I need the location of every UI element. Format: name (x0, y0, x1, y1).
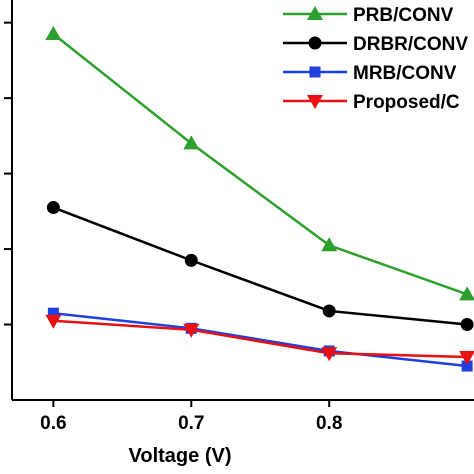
series-line-proposed (53, 319, 468, 359)
x-tick-label: 0.8 (316, 413, 342, 434)
legend-item-proposed: Proposed/C (283, 92, 460, 113)
data-point-drbr (322, 304, 336, 318)
legend-label-proposed: Proposed/C (353, 92, 460, 113)
legend-label-drbr: DRBR/CONV (353, 34, 468, 55)
series-line-mrb (53, 311, 468, 368)
legend-marker-prb (307, 6, 323, 20)
data-point-drbr (46, 201, 60, 215)
legend-item-drbr: DRBR/CONV (283, 34, 468, 55)
series-mrb (47, 307, 473, 372)
series-prb (45, 25, 474, 301)
legend: PRB/CONV DRBR/CONV MRB/CONV Proposed/C (283, 5, 468, 113)
data-point-mrb (461, 360, 473, 372)
series-proposed (45, 314, 474, 365)
legend-item-mrb: MRB/CONV (283, 63, 457, 84)
series-layer (45, 25, 474, 372)
legend-label-prb: PRB/CONV (353, 5, 454, 26)
legend-item-prb: PRB/CONV (283, 5, 454, 26)
legend-marker-drbr (308, 36, 322, 50)
legend-marker-mrb (309, 66, 321, 78)
data-point-prb (321, 237, 338, 252)
data-point-proposed (45, 314, 62, 329)
data-point-mrb (47, 307, 59, 319)
x-axis-title: Voltage (V) (129, 445, 232, 467)
x-tick-label: 0.7 (178, 413, 204, 434)
data-point-drbr (184, 253, 198, 267)
data-point-prb (459, 286, 474, 301)
data-point-prb (183, 135, 200, 150)
data-point-proposed (459, 350, 474, 365)
data-point-proposed (321, 347, 338, 362)
series-line-drbr (52, 206, 468, 326)
data-point-prb (45, 25, 62, 40)
data-point-drbr (460, 318, 474, 332)
x-tick-label: 0.6 (40, 413, 66, 434)
legend-marker-proposed (307, 95, 323, 109)
series-line-prb (52, 32, 468, 296)
data-point-proposed (183, 323, 200, 338)
axes: 0.6 0.7 0.8 (4, 0, 474, 434)
legend-label-mrb: MRB/CONV (353, 63, 457, 84)
series-drbr (46, 201, 474, 332)
